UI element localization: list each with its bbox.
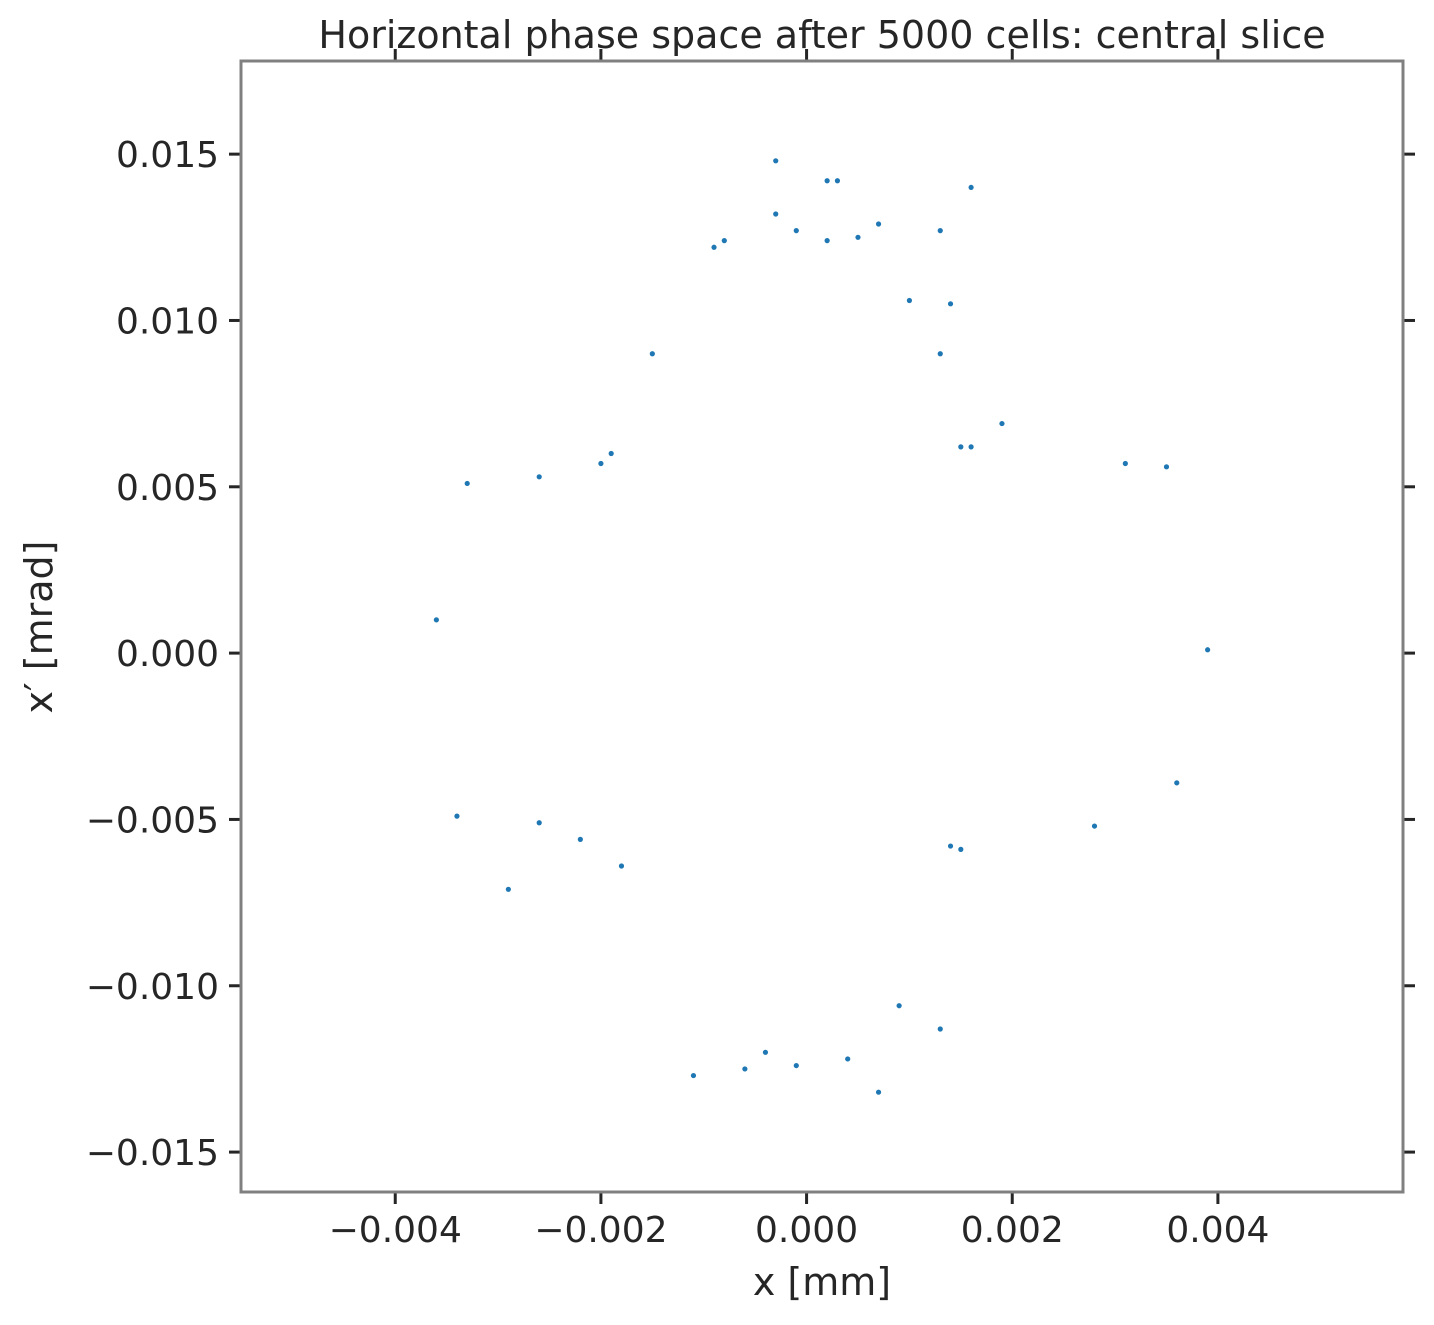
data-point (598, 460, 604, 467)
data-point (947, 301, 954, 307)
y-tick-label: 0.000 (116, 634, 219, 675)
points-layer (433, 158, 1211, 1095)
data-point (690, 1072, 697, 1079)
ticks-layer: −0.004 −0.002 0.000 0.002 0.004 −0.015 −0.010 −… (86, 49, 1415, 1251)
data-point (1205, 647, 1211, 653)
data-point (958, 846, 964, 852)
y-tick-label: −0.015 (86, 1133, 219, 1174)
x-tick-label: −0.004 (329, 1210, 462, 1251)
data-point (464, 480, 470, 487)
data-point (958, 444, 964, 450)
y-tick-label: 0.005 (116, 468, 219, 509)
data-point (968, 184, 974, 191)
data-point (793, 228, 799, 234)
data-point (742, 1066, 748, 1072)
data-point (947, 843, 954, 849)
data-point (834, 178, 841, 184)
data-point (999, 420, 1005, 427)
data-point (937, 1026, 943, 1032)
x-tick-label: 0.004 (1166, 1210, 1269, 1251)
data-point (618, 863, 625, 869)
data-point (896, 1003, 902, 1009)
x-tick-label: −0.002 (534, 1210, 667, 1251)
y-tick-label: 0.015 (116, 135, 219, 176)
y-tick-label: −0.010 (86, 967, 219, 1008)
data-point (845, 1056, 851, 1062)
data-point (773, 211, 779, 217)
x-tick-label: 0.000 (755, 1210, 858, 1251)
y-tick-label: −0.005 (86, 800, 219, 841)
plot-frame (239, 59, 1405, 1194)
data-point (762, 1049, 769, 1055)
data-point (937, 228, 943, 234)
data-point (721, 238, 727, 244)
data-point (875, 221, 882, 227)
data-point (793, 1062, 799, 1069)
data-point (608, 450, 614, 457)
data-point (824, 238, 830, 244)
data-point (577, 836, 583, 842)
data-point (454, 813, 460, 819)
y-tick-label: 0.010 (116, 301, 219, 342)
data-point (855, 234, 861, 240)
data-point (1163, 464, 1170, 470)
data-point (937, 351, 943, 357)
data-point (1174, 780, 1180, 786)
x-tick-label: 0.002 (961, 1210, 1064, 1251)
data-point (433, 617, 439, 623)
data-point (773, 158, 779, 164)
chart-title: Horizontal phase space after 5000 cells:… (318, 13, 1325, 57)
data-point (824, 178, 830, 184)
data-point (875, 1089, 882, 1095)
data-point (536, 820, 542, 826)
data-point (906, 297, 913, 304)
data-point (1091, 823, 1098, 829)
data-point (536, 474, 542, 480)
data-point (711, 244, 717, 250)
x-axis-label: x [mm] (753, 1260, 891, 1304)
y-axis-label: x′ [mrad] (17, 541, 61, 714)
data-point (505, 886, 511, 892)
data-point (1122, 460, 1128, 467)
data-point (968, 444, 974, 450)
data-point (649, 351, 655, 357)
